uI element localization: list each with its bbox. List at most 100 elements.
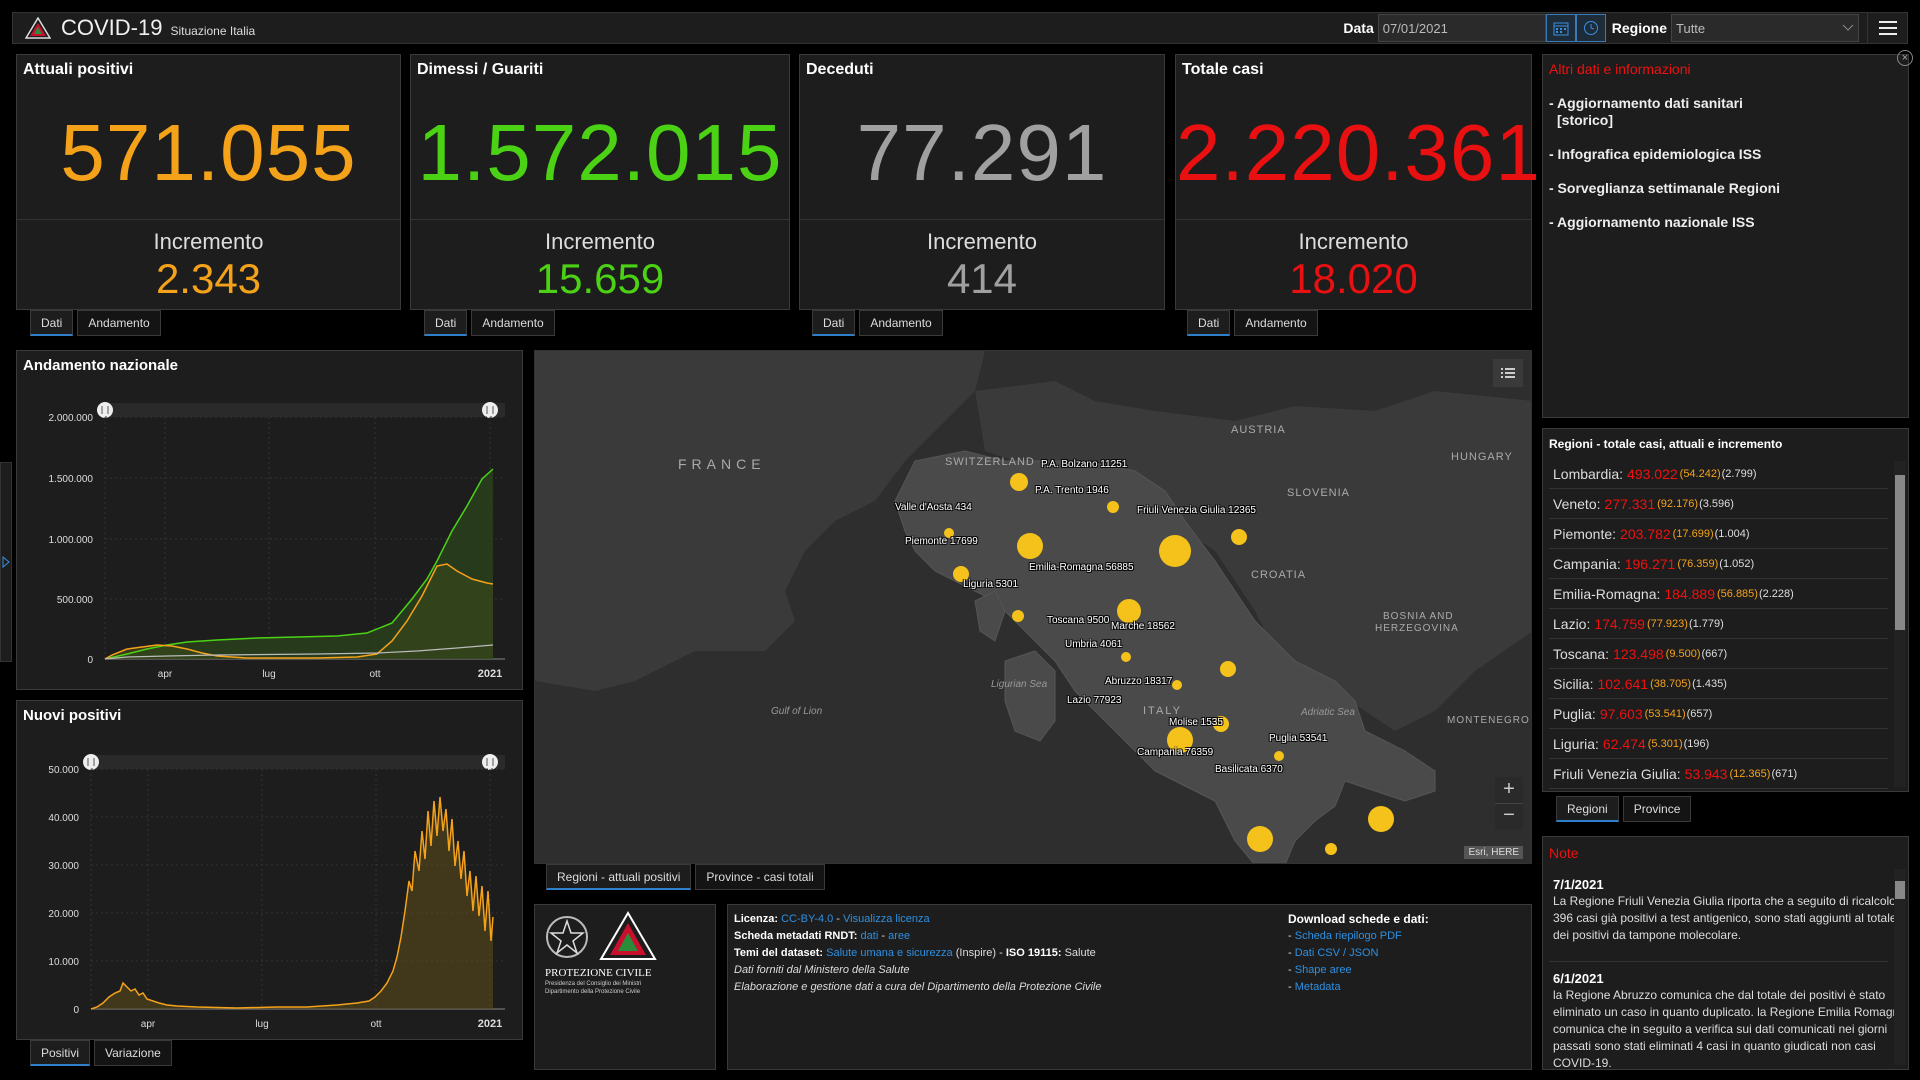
- metadati-aree-link[interactable]: aree: [888, 930, 911, 942]
- metadati-dati-link[interactable]: dati: [860, 930, 879, 942]
- map-attribution: Esri, HERE: [1464, 846, 1523, 859]
- x-tick: 2021: [478, 668, 502, 680]
- map-point[interactable]: [1213, 716, 1229, 732]
- regions-title: Regioni - totale casi, attuali e increme…: [1549, 437, 1783, 451]
- map-region-label: Umbria 4061: [1065, 639, 1123, 650]
- map-point[interactable]: [1167, 727, 1193, 753]
- map-point[interactable]: [1017, 533, 1043, 559]
- tab-dati[interactable]: Dati: [1187, 310, 1231, 336]
- region-current: (12.365): [1729, 767, 1771, 780]
- region-row[interactable]: Friuli Venezia Giulia: 53.943 (12.365) (671…: [1549, 759, 1888, 789]
- tab-andamento[interactable]: Andamento: [471, 310, 555, 336]
- map-point[interactable]: [1274, 751, 1284, 761]
- region-total: 184.889: [1664, 585, 1715, 602]
- kpi-title: Deceduti: [806, 61, 874, 78]
- regions-scrollbar[interactable]: [1894, 461, 1906, 787]
- licenza-value-link[interactable]: CC-BY-4.0: [781, 913, 834, 925]
- range-handle-right[interactable]: [482, 402, 498, 418]
- menu-button[interactable]: [1867, 13, 1907, 43]
- tab-andamento[interactable]: Andamento: [859, 310, 943, 336]
- map-region-label: Puglia 53541: [1269, 733, 1328, 744]
- close-icon[interactable]: ×: [1897, 50, 1913, 66]
- region-row[interactable]: Liguria: 62.474 (5.301) (196): [1549, 729, 1888, 759]
- tab-dati[interactable]: Dati: [30, 310, 74, 336]
- map-point[interactable]: [1172, 680, 1182, 690]
- link-infografica[interactable]: - Infografica epidemiologica ISS: [1549, 146, 1762, 162]
- range-handle-right[interactable]: [482, 754, 498, 770]
- download-shape-link[interactable]: Shape aree: [1294, 964, 1352, 976]
- tab-andamento[interactable]: Andamento: [1234, 310, 1318, 336]
- side-panel-toggle[interactable]: [0, 462, 12, 662]
- region-row[interactable]: Campania: 196.271 (76.359) (1.052): [1549, 549, 1888, 579]
- y-tick: 500.000: [57, 595, 94, 606]
- tab-regioni-attuali[interactable]: Regioni - attuali positivi: [546, 864, 692, 890]
- region-increment: (1.052): [1719, 557, 1755, 570]
- map-point[interactable]: [944, 528, 954, 538]
- region-row[interactable]: Lombardia: 493.022 (54.242) (2.799): [1549, 459, 1888, 489]
- download-csv-link[interactable]: Dati CSV / JSON: [1294, 947, 1379, 959]
- legend-button[interactable]: [1493, 359, 1523, 387]
- range-handle-left[interactable]: [83, 754, 99, 770]
- tab-andamento[interactable]: Andamento: [77, 310, 161, 336]
- region-row[interactable]: Puglia: 97.603 (53.541) (657): [1549, 699, 1888, 729]
- zoom-in-button[interactable]: +: [1495, 777, 1523, 803]
- region-row[interactable]: Toscana: 123.498 (9.500) (667): [1549, 639, 1888, 669]
- map-point[interactable]: [1012, 610, 1024, 622]
- licenza-view-link[interactable]: Visualizza licenza: [843, 913, 930, 925]
- link-aggiornamento-iss[interactable]: - Aggiornamento nazionale ISS: [1549, 214, 1755, 230]
- region-select[interactable]: Tutte: [1671, 14, 1859, 42]
- map-point[interactable]: [1010, 473, 1028, 491]
- region-row[interactable]: Lazio: 174.759 (77.923) (1.779): [1549, 609, 1888, 639]
- map-region-label: Basilicata 6370: [1215, 764, 1283, 775]
- tab-province-casi[interactable]: Province - casi totali: [695, 864, 825, 890]
- region-increment: (1.779): [1688, 617, 1724, 630]
- app-subtitle: Situazione Italia: [170, 24, 256, 38]
- region-total: 97.603: [1599, 705, 1643, 722]
- tab-dati[interactable]: Dati: [812, 310, 856, 336]
- temi-link[interactable]: Salute umana e sicurezza: [826, 947, 953, 959]
- calendar-button[interactable]: [1545, 14, 1576, 42]
- link-sorveglianza[interactable]: - Sorveglianza settimanale Regioni: [1549, 180, 1781, 196]
- zoom-out-button[interactable]: −: [1495, 803, 1523, 829]
- country-label: MONTENEGRO: [1447, 715, 1530, 726]
- kpi-dimessi-guariti: Dimessi / Guariti 1.572.015 Incremento 1…: [410, 54, 790, 310]
- date-input[interactable]: 07/01/2021: [1377, 14, 1546, 42]
- region-current: (9.500): [1665, 647, 1701, 660]
- map-point[interactable]: [1121, 652, 1131, 662]
- map-point[interactable]: [1107, 501, 1119, 513]
- map-region-label: Friuli Venezia Giulia 12365: [1137, 505, 1256, 516]
- map-view[interactable]: FRANCE SWITZERLAND AUSTRIA HUNGARY SLOVE…: [534, 350, 1532, 864]
- download-metadata-link[interactable]: Metadata: [1294, 981, 1341, 993]
- tab-regioni[interactable]: Regioni: [1556, 796, 1619, 822]
- map-point[interactable]: [1117, 599, 1141, 623]
- link-storico[interactable]: [storico]: [1557, 112, 1613, 128]
- map-point[interactable]: [1220, 661, 1236, 677]
- kpi-title: Totale casi: [1182, 61, 1264, 78]
- map-region-label: Molise 1535: [1169, 717, 1223, 728]
- kpi-title: Attuali positivi: [23, 61, 134, 78]
- map-point[interactable]: [953, 566, 969, 582]
- download-pdf-link[interactable]: Scheda riepilogo PDF: [1294, 930, 1402, 942]
- tab-positivi[interactable]: Positivi: [30, 1040, 91, 1066]
- map-point[interactable]: [1159, 535, 1191, 567]
- region-row[interactable]: Piemonte: 203.782 (17.699) (1.004): [1549, 519, 1888, 549]
- new-positives-chart-panel: Nuovi positivi 50.000 40.000 30.000 20.0…: [16, 700, 523, 1040]
- tab-province[interactable]: Province: [1622, 796, 1692, 822]
- map-point[interactable]: [1231, 529, 1247, 545]
- map-point[interactable]: [1368, 806, 1394, 832]
- italy-map: [535, 351, 1531, 863]
- notes-scrollbar[interactable]: [1894, 869, 1906, 1065]
- app-title: COVID-19: [61, 15, 163, 40]
- logo-sub: Presidenza del Consiglio dei Ministri: [545, 981, 642, 987]
- map-point[interactable]: [1247, 826, 1273, 852]
- range-handle-left[interactable]: [97, 402, 113, 418]
- link-aggiornamento-dati[interactable]: - Aggiornamento dati sanitari: [1549, 95, 1743, 111]
- region-row[interactable]: Veneto: 277.331 (92.176) (3.596): [1549, 489, 1888, 519]
- region-row[interactable]: Emilia-Romagna: 184.889 (56.885) (2.228): [1549, 579, 1888, 609]
- map-point[interactable]: [1325, 843, 1337, 855]
- tab-variazione[interactable]: Variazione: [94, 1040, 172, 1066]
- logo-org: PROTEZIONE CIVILE: [545, 967, 652, 979]
- region-row[interactable]: Sicilia: 102.641 (38.705) (1.435): [1549, 669, 1888, 699]
- history-button[interactable]: [1575, 14, 1606, 42]
- tab-dati[interactable]: Dati: [424, 310, 468, 336]
